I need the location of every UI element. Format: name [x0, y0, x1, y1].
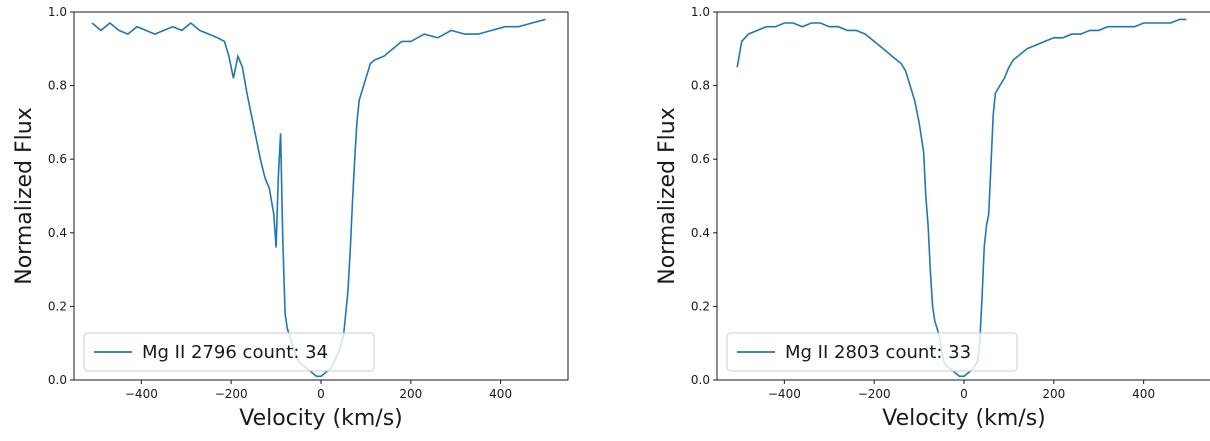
legend-box [83, 332, 375, 372]
y-axis-label: Normalized Flux [655, 107, 680, 284]
y-tick-label: 0.8 [48, 79, 67, 93]
series-line-mg2803 [736, 18, 1187, 378]
x-axis-ticks: −400 −200 0 200 400 [125, 380, 512, 401]
y-axis-ticks: 0.0 0.2 0.4 0.6 0.8 1.0 [48, 5, 74, 387]
y-tick-label: 0.6 [691, 152, 710, 166]
x-tick-label: 400 [1132, 387, 1155, 401]
y-tick-label: 1.0 [48, 5, 67, 19]
x-tick-label: 200 [1042, 387, 1065, 401]
y-tick-label: 0.2 [48, 299, 67, 313]
y-tick-label: 0.0 [48, 373, 67, 387]
x-tick-label: −400 [125, 387, 158, 401]
legend: Mg II 2796 count: 34 [83, 332, 375, 372]
legend-label: Mg II 2796 count: 34 [142, 342, 328, 363]
y-tick-label: 0.2 [691, 299, 710, 313]
chart-panel-mg2803: 0.0 0.2 0.4 0.6 0.8 1.0 −400 −200 0 200 400 Veloc… [655, 5, 1210, 431]
y-tick-label: 1.0 [691, 5, 710, 19]
y-tick-label: 0.6 [48, 152, 67, 166]
plot-frame [73, 11, 569, 381]
x-tick-label: −200 [215, 387, 248, 401]
x-tick-label: 200 [399, 387, 422, 401]
y-tick-label: 0.8 [691, 79, 710, 93]
chart-panel-mg2796: 0.0 0.2 0.4 0.6 0.8 1.0 −400 −200 0 200 400 Veloc… [12, 5, 569, 431]
x-tick-label: −400 [768, 387, 801, 401]
y-axis-label: Normalized Flux [12, 107, 37, 284]
legend-label: Mg II 2803 count: 33 [785, 342, 971, 363]
y-tick-label: 0.0 [691, 373, 710, 387]
y-axis-ticks: 0.0 0.2 0.4 0.6 0.8 1.0 [691, 5, 717, 387]
x-tick-label: −200 [858, 387, 891, 401]
legend: Mg II 2803 count: 33 [726, 332, 1018, 372]
plot-frame [716, 11, 1210, 381]
x-axis-label: Velocity (km/s) [239, 406, 403, 431]
x-axis-ticks: −400 −200 0 200 400 [768, 380, 1155, 401]
x-axis-label: Velocity (km/s) [882, 406, 1046, 431]
legend-box [726, 332, 1018, 372]
y-tick-label: 0.4 [48, 226, 67, 240]
x-tick-label: 400 [489, 387, 512, 401]
y-tick-label: 0.4 [691, 226, 710, 240]
x-tick-label: 0 [960, 387, 968, 401]
x-tick-label: 0 [317, 387, 325, 401]
